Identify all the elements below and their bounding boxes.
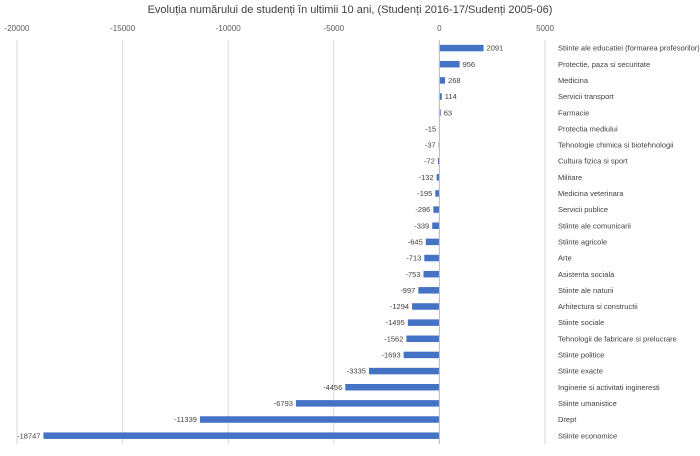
bar <box>412 303 440 310</box>
data-label: 2091 <box>487 44 504 53</box>
chart-title: Evoluția numărului de studenți în ultimi… <box>147 4 553 16</box>
data-label: -1495 <box>386 318 405 327</box>
x-tick-label: -15000 <box>110 24 135 33</box>
bar <box>403 351 440 359</box>
data-label: -18747 <box>17 431 40 440</box>
category-label: Stiinte ale educatiei (formarea profesor… <box>558 44 700 53</box>
category-label: Servicii publice <box>558 205 608 214</box>
data-label: -753 <box>405 270 420 279</box>
category-label: Arte <box>558 254 572 263</box>
bar <box>439 77 446 84</box>
category-label: Inginerie si activitati ingineresti <box>558 383 660 392</box>
x-tick-label: -10000 <box>216 24 241 33</box>
bar <box>439 109 441 116</box>
bar <box>439 44 484 52</box>
bar <box>407 319 440 326</box>
bar <box>418 287 440 294</box>
category-label: Tehnologie chimica si biotehnologii <box>558 141 674 150</box>
category-label: Medicina veterinara <box>558 189 624 198</box>
bar <box>295 400 440 407</box>
x-tick-label: 5000 <box>536 24 554 33</box>
data-label: 63 <box>444 108 452 117</box>
category-label: Medicina <box>558 76 589 85</box>
category-label: Militare <box>558 173 582 182</box>
category-label: Asistenta sociala <box>558 270 615 279</box>
bar <box>435 190 440 197</box>
data-label: -11339 <box>174 415 197 424</box>
bar <box>437 157 440 165</box>
bar <box>436 174 440 181</box>
x-tick-label: -5000 <box>324 24 345 33</box>
data-label: 956 <box>463 60 476 69</box>
bar <box>368 367 440 375</box>
x-tick-label: -20000 <box>5 24 30 33</box>
data-label: -1294 <box>390 302 409 311</box>
data-label: -15 <box>425 124 436 133</box>
data-label: -1693 <box>381 351 400 360</box>
category-label: Drept <box>558 415 577 424</box>
category-label: Stiinte ale comunicarii <box>558 221 631 230</box>
data-label: 268 <box>448 76 461 85</box>
category-label: Protectie, paza si securitate <box>558 60 650 69</box>
category-label: Stiinte politice <box>558 351 604 360</box>
x-tick-label: 0 <box>437 24 442 33</box>
data-label: -339 <box>414 221 429 230</box>
category-label: Stiinte agricole <box>558 237 607 246</box>
category-label: Servicii transport <box>558 92 615 101</box>
bar <box>345 383 440 391</box>
bar <box>423 270 440 278</box>
bar <box>432 222 440 229</box>
data-label: -37 <box>425 141 436 150</box>
data-label: -997 <box>400 286 415 295</box>
bar <box>425 238 440 246</box>
category-label: Stiinte ale naturii <box>558 286 614 295</box>
category-label: Tehnologii de fabricare si prelucrare <box>558 334 677 343</box>
bar <box>439 93 442 100</box>
data-label: -72 <box>424 157 435 166</box>
category-label: Farmacie <box>558 108 589 117</box>
data-label: 114 <box>445 92 457 101</box>
bar <box>406 335 440 343</box>
data-label: -3335 <box>347 367 366 376</box>
data-label: -132 <box>419 173 434 182</box>
category-label: Arhitectura si constructii <box>558 302 638 311</box>
bar <box>433 206 440 213</box>
data-label: -645 <box>408 237 423 246</box>
data-label: -286 <box>415 205 430 214</box>
data-label: -1562 <box>384 334 403 343</box>
bar <box>424 254 440 262</box>
data-label: -4456 <box>323 383 342 392</box>
category-label: Stiinte economice <box>558 431 617 440</box>
data-label: -6793 <box>274 399 293 408</box>
data-label: -713 <box>406 254 421 263</box>
bar <box>43 432 440 439</box>
category-label: Stiinte sociale <box>558 318 604 327</box>
bar <box>199 416 440 423</box>
category-label: Stiinte umanistice <box>558 399 617 408</box>
category-label: Cultura fizica si sport <box>558 157 629 166</box>
bar <box>439 60 460 68</box>
data-label: -195 <box>417 189 432 198</box>
category-label: Protectia mediului <box>558 124 618 133</box>
category-label: Stiinte exacte <box>558 367 603 376</box>
